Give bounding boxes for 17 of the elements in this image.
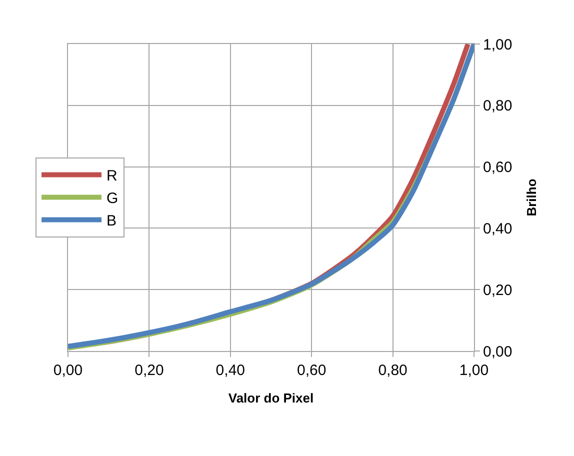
y-tick-label: 0,60 bbox=[483, 159, 512, 176]
x-tick-label: 0,80 bbox=[378, 362, 408, 379]
x-tick-label: 0,20 bbox=[134, 362, 164, 379]
y-tick-label: 0,20 bbox=[483, 282, 512, 299]
y-tick-label: 0,80 bbox=[483, 98, 512, 115]
x-tick-label: 0,40 bbox=[216, 362, 245, 379]
y-tick-label: 0,40 bbox=[483, 220, 512, 238]
x-tick-label: 0,60 bbox=[297, 362, 326, 379]
x-tick-label: 1,00 bbox=[459, 362, 489, 379]
y-axis-title: Brilho bbox=[524, 178, 539, 216]
legend-label: R bbox=[106, 168, 118, 185]
x-axis-title: Valor do Pixel bbox=[228, 390, 314, 406]
y-tick-label: 1,00 bbox=[483, 36, 512, 54]
y-tick-label: 0,00 bbox=[483, 343, 512, 360]
legend-label: B bbox=[106, 212, 117, 230]
legend-label: G bbox=[106, 190, 118, 208]
x-tick-label: 0,00 bbox=[53, 362, 83, 379]
